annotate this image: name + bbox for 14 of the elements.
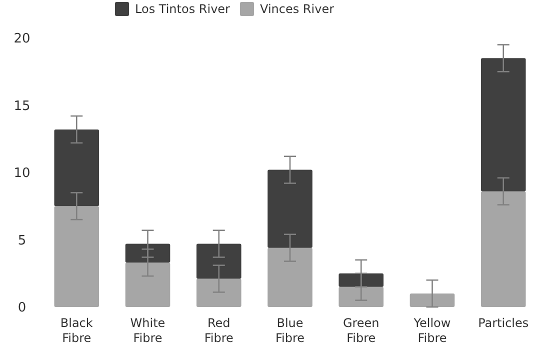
legend-label: Vinces River — [260, 2, 334, 16]
y-tick-label: 5 — [18, 233, 26, 248]
legend-label: Los Tintos River — [135, 2, 230, 16]
x-tick-label: Particles — [478, 316, 529, 330]
y-tick-label: 15 — [14, 98, 30, 114]
x-tick-label: White Fibre — [130, 316, 166, 345]
x-tick-label: Black Fibre — [60, 316, 93, 345]
x-tick-label: Blue Fibre — [275, 316, 305, 345]
x-tick-label: Red Fibre — [204, 316, 234, 345]
y-tick-label: 10 — [14, 166, 30, 182]
x-tick-label: Yellow Fibre — [412, 316, 451, 345]
x-tick-label: Green Fibre — [342, 316, 380, 345]
y-tick-label: 20 — [14, 32, 30, 47]
y-tick-label: 0 — [18, 300, 26, 316]
